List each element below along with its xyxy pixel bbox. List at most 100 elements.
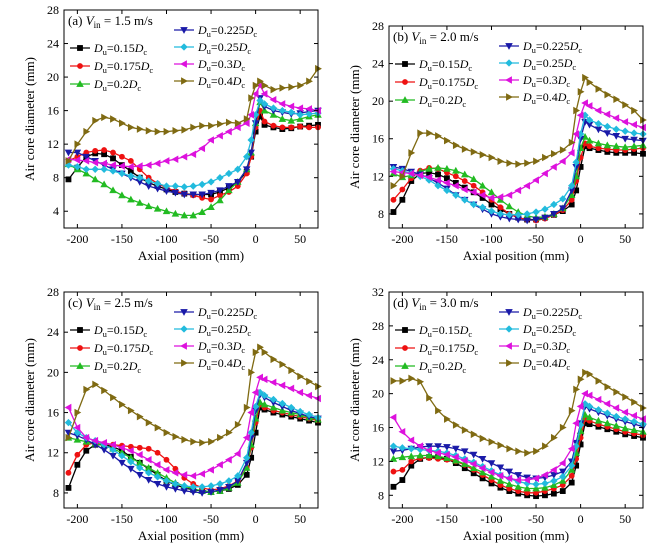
- data-point: [163, 456, 170, 463]
- data-point: [92, 147, 99, 154]
- legend-item-5: Du=0.25Dc: [499, 56, 576, 72]
- series-line-7: [390, 368, 647, 457]
- series-line-5: [64, 96, 322, 191]
- data-point: [514, 186, 522, 195]
- data-point: [127, 195, 135, 203]
- series-line-7: [65, 343, 322, 447]
- data-point: [180, 191, 189, 199]
- data-point: [216, 196, 224, 204]
- data-point: [216, 132, 223, 140]
- plot-frame: [63, 9, 319, 229]
- x-tick-label: -100: [480, 232, 502, 246]
- legend-label: Du=0.15Dc: [93, 323, 147, 339]
- data-point: [488, 438, 496, 446]
- data-point: [257, 77, 264, 86]
- y-tick-label: 8: [378, 488, 384, 502]
- data-point: [470, 148, 478, 156]
- data-point: [505, 474, 513, 483]
- data-point: [225, 456, 232, 464]
- legend-label: Du=0.25Dc: [197, 322, 251, 338]
- data-point: [541, 483, 549, 491]
- x-tick-label: 0: [578, 232, 584, 246]
- data-point: [488, 153, 496, 162]
- y-tick-label: 12: [372, 454, 384, 468]
- x-tick-label: -100: [480, 512, 502, 526]
- series-line-6: [64, 373, 321, 480]
- data-point: [434, 176, 441, 184]
- data-point: [154, 449, 161, 456]
- data-point: [127, 465, 135, 473]
- legend: Du=0.15DcDu=0.175DcDu=0.2DcDu=0.225DcDu=…: [395, 305, 582, 375]
- data-point: [144, 161, 152, 169]
- data-point: [505, 211, 513, 219]
- data-point: [470, 182, 477, 189]
- data-point: [296, 115, 304, 122]
- data-point: [278, 100, 286, 108]
- data-point: [604, 383, 612, 391]
- data-point: [144, 476, 153, 484]
- data-point: [136, 125, 144, 133]
- data-point: [550, 472, 558, 479]
- data-point: [559, 472, 567, 481]
- legend-item-2: Du=0.175Dc: [70, 341, 153, 357]
- data-point: [260, 100, 269, 108]
- legend-marker: [505, 325, 513, 333]
- data-point: [621, 415, 629, 423]
- legend-item-4: Du=0.225Dc: [174, 305, 257, 321]
- data-point: [567, 444, 575, 453]
- data-point: [443, 164, 451, 172]
- y-tick-label: 16: [372, 132, 384, 146]
- panel-title: (a) Vin = 1.5 m/s: [68, 13, 153, 30]
- data-point: [118, 162, 125, 170]
- data-point: [287, 116, 296, 124]
- data-point: [65, 469, 72, 476]
- y-tick-label: 8: [53, 486, 59, 500]
- data-point: [541, 214, 549, 222]
- data-point: [256, 373, 263, 382]
- data-point: [497, 204, 504, 211]
- data-point: [496, 472, 504, 480]
- data-point: [550, 211, 558, 218]
- data-point: [622, 101, 630, 109]
- y-tick-label: 20: [372, 94, 384, 108]
- data-point: [180, 211, 189, 219]
- data-point: [452, 421, 460, 429]
- panel-a: -200 -150 -100 -50 0 50 4 8 12 16 20 24 28 Axial posi…: [22, 3, 322, 263]
- legend-item-6: Du=0.3Dc: [174, 57, 245, 73]
- data-point: [208, 121, 215, 130]
- data-point: [408, 374, 416, 383]
- data-point: [594, 139, 603, 147]
- data-point: [296, 388, 304, 397]
- data-point: [407, 169, 415, 178]
- data-point: [434, 449, 441, 457]
- data-point: [287, 108, 295, 116]
- data-point: [603, 409, 612, 417]
- x-tick-label: -200: [391, 232, 413, 246]
- data-point: [532, 216, 540, 224]
- data-point: [118, 191, 126, 199]
- data-point: [100, 180, 108, 188]
- legend-label: Du=0.225Dc: [197, 305, 257, 321]
- legend-label: Du=0.15Dc: [418, 57, 472, 73]
- data-point: [603, 419, 612, 427]
- legend-item-5: Du=0.25Dc: [499, 322, 576, 338]
- data-point: [144, 177, 153, 185]
- y-axis-label: Air core diameter (mm): [22, 338, 37, 462]
- data-point: [469, 451, 478, 459]
- legend-marker: [401, 96, 409, 103]
- data-point: [109, 167, 117, 175]
- data-point: [243, 115, 251, 123]
- data-point: [256, 96, 264, 105]
- data-point: [269, 403, 278, 411]
- data-point: [523, 476, 531, 484]
- data-point: [568, 472, 575, 479]
- data-point: [234, 420, 242, 429]
- data-point: [452, 445, 460, 453]
- legend-item-2: Du=0.175Dc: [395, 341, 478, 357]
- data-point: [630, 411, 637, 420]
- data-point: [399, 196, 406, 203]
- data-point: [208, 437, 215, 446]
- x-tick-label: 0: [253, 512, 259, 526]
- data-point: [434, 182, 442, 190]
- legend-label: Du=0.2Dc: [93, 359, 141, 375]
